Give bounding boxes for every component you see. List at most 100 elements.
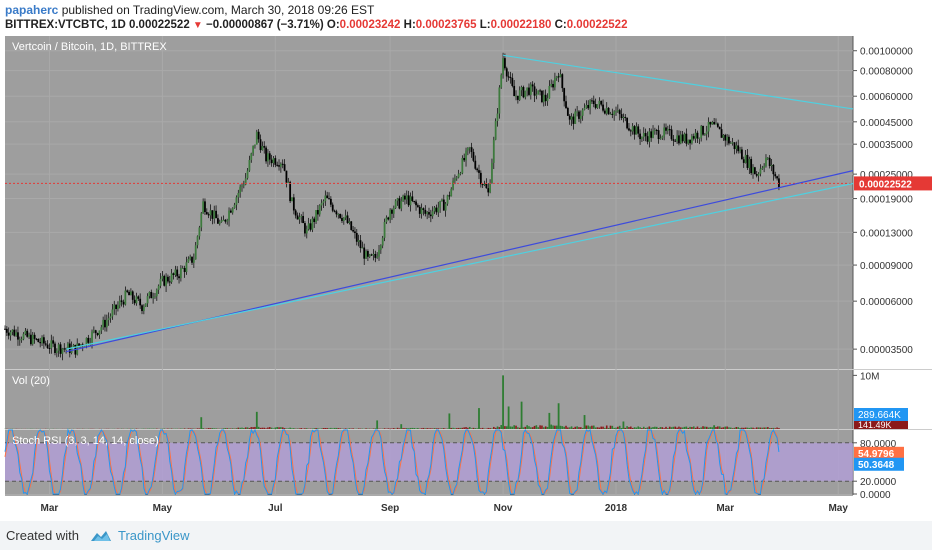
- candle-body: [328, 198, 330, 200]
- candle-body: [215, 210, 217, 219]
- candle-body: [598, 100, 601, 105]
- candle-body: [128, 291, 130, 296]
- candle-body: [666, 129, 669, 131]
- volume-bar: [624, 427, 627, 429]
- candle-body: [413, 200, 416, 202]
- candle-body: [570, 116, 573, 120]
- candle-body: [750, 159, 753, 174]
- volume-spike: [557, 403, 560, 429]
- candle-body: [352, 229, 354, 232]
- volume-bar: [581, 427, 584, 429]
- candle-body: [257, 131, 260, 140]
- candle-body: [250, 153, 253, 160]
- candle-body: [711, 121, 714, 125]
- candle-body: [557, 76, 560, 78]
- candle-body: [555, 76, 558, 79]
- candle-body: [402, 195, 404, 201]
- candle-body: [653, 129, 656, 131]
- volume-bar: [305, 428, 308, 429]
- candle-body: [183, 268, 186, 272]
- volume-bar: [459, 427, 462, 429]
- candle-body: [400, 200, 403, 209]
- volume-spike: [583, 415, 586, 429]
- tradingview-logo-icon[interactable]: [89, 529, 113, 543]
- candle-body: [424, 209, 427, 214]
- candle-body: [520, 87, 523, 91]
- candle-body: [83, 345, 86, 347]
- candle-body: [657, 130, 660, 139]
- candle-body: [298, 217, 301, 220]
- volume-bar: [457, 427, 460, 429]
- candle-body: [261, 146, 264, 151]
- volume-bar: [278, 427, 280, 429]
- volume-bar: [409, 427, 412, 429]
- candle-body: [526, 87, 529, 91]
- candle-body: [226, 220, 229, 222]
- candle-body: [600, 100, 603, 105]
- candle-body: [57, 344, 60, 351]
- candle-body: [479, 172, 482, 185]
- volume-bar: [639, 427, 641, 429]
- candle-body: [563, 88, 566, 102]
- volume-bar: [500, 425, 503, 429]
- candle-body: [50, 340, 53, 349]
- volume-bar: [550, 424, 553, 429]
- candle-body: [361, 247, 364, 249]
- volume-bar: [778, 428, 780, 429]
- candle-body: [746, 154, 749, 168]
- candle-body: [668, 129, 671, 131]
- volume-bar: [589, 426, 591, 429]
- candle-body: [87, 337, 90, 343]
- volume-bar: [559, 425, 562, 429]
- volume-bar: [687, 427, 690, 429]
- x-tick-label: May: [828, 503, 848, 514]
- volume-bar: [755, 427, 758, 429]
- candle-body: [265, 147, 267, 162]
- candle-body: [152, 297, 155, 299]
- symbol-label[interactable]: BITTREX:VTCBTC, 1D: [5, 19, 126, 31]
- candle-body: [581, 109, 584, 116]
- volume-bar: [685, 426, 688, 429]
- volume-bar: [700, 427, 702, 429]
- candle-body: [709, 121, 712, 125]
- stoch-tick-label: 20.0000: [860, 477, 897, 488]
- y-tick-label: 0.00009000: [860, 261, 913, 272]
- candle-body: [439, 201, 442, 208]
- volume-bar: [487, 427, 490, 429]
- x-tick-label: Jul: [268, 503, 283, 514]
- created-with-text: Created with: [6, 528, 79, 543]
- stoch-title: Stoch RSI (3, 3, 14, 14, close): [12, 435, 159, 447]
- volume-bar: [391, 428, 393, 429]
- volume-bar: [426, 428, 428, 429]
- candle-body: [533, 86, 536, 96]
- author-name[interactable]: papaherc: [5, 3, 59, 17]
- candle-body: [15, 332, 18, 336]
- candle-body: [446, 195, 449, 204]
- volume-bar: [637, 426, 640, 429]
- volume-bar: [257, 426, 260, 429]
- volume-bar: [609, 425, 612, 429]
- time-axis: [0, 495, 932, 521]
- candle-body: [357, 240, 360, 242]
- candle-body: [37, 338, 40, 343]
- volume-bar: [763, 427, 765, 429]
- candle-body: [644, 133, 647, 137]
- candle-body: [505, 68, 508, 77]
- tradingview-brand[interactable]: TradingView: [118, 528, 190, 543]
- volume-bar: [433, 428, 436, 429]
- chart-area[interactable]: 0.00100000 0.00080000 0.00060000 0.00045000…: [0, 36, 932, 521]
- candle-body: [363, 247, 366, 259]
- volume-bar: [678, 426, 680, 429]
- candle-body: [348, 221, 351, 223]
- candle-body: [54, 343, 56, 353]
- volume-spike: [376, 420, 379, 429]
- volume-bar: [235, 428, 238, 429]
- footer: Created with TradingView: [0, 521, 932, 550]
- volume-bar: [287, 428, 290, 429]
- volume-bar: [422, 427, 425, 429]
- candle-body: [376, 256, 379, 258]
- volume-bar: [348, 428, 351, 429]
- candle-body: [737, 145, 740, 152]
- candle-body: [485, 183, 488, 189]
- volume-bar: [657, 428, 660, 429]
